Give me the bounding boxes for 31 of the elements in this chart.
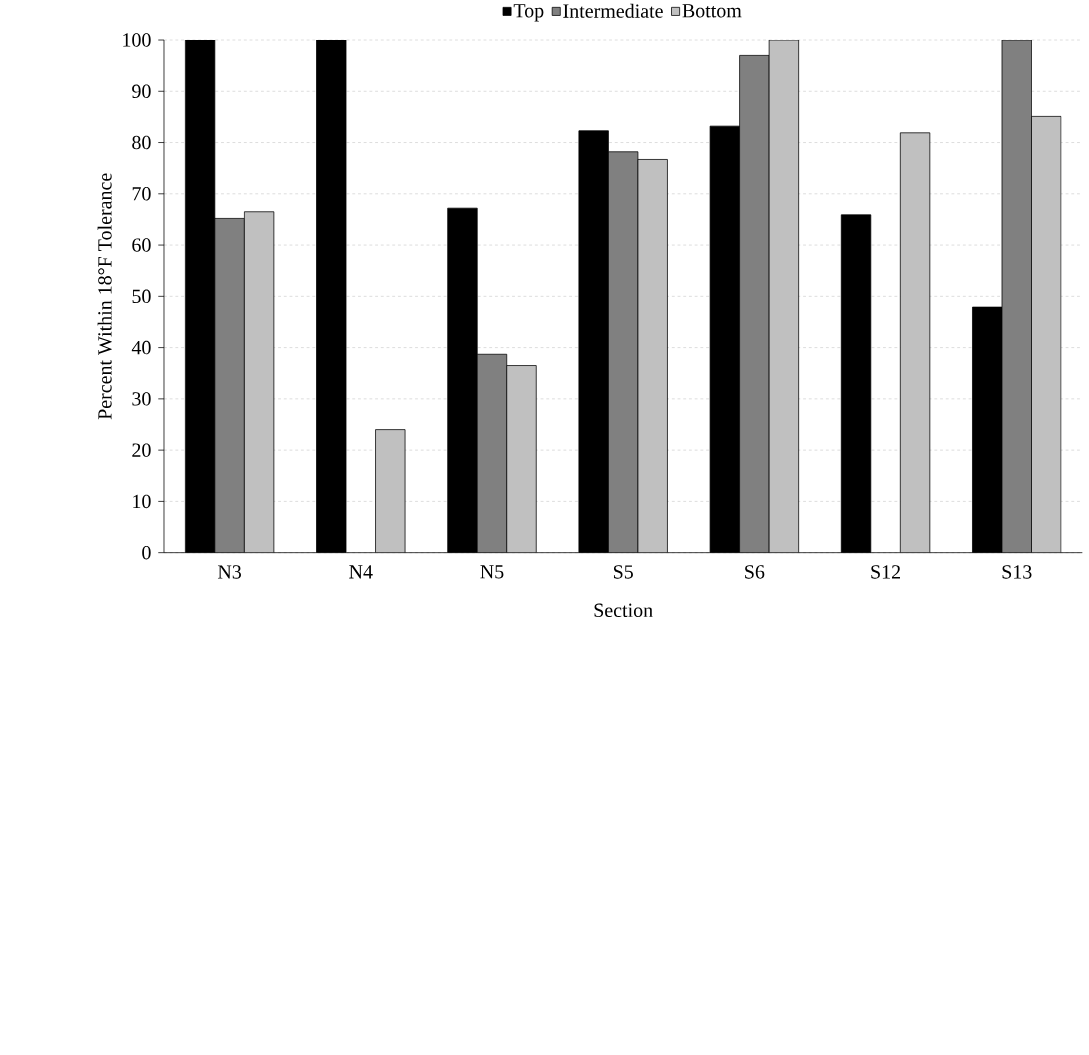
x-tick-label: S13 bbox=[1002, 565, 1032, 579]
legend-label: Bottom bbox=[682, 4, 742, 18]
bar bbox=[899, 132, 931, 553]
y-axis-title: Percent Within 18°F Tolerance bbox=[97, 173, 112, 420]
bar bbox=[1001, 40, 1032, 553]
bar bbox=[375, 429, 406, 553]
x-tick-label: N5 bbox=[480, 565, 504, 579]
y-tick-label: 40 bbox=[131, 340, 151, 355]
y-tick-label: 0 bbox=[142, 545, 151, 560]
y-tick-label: 60 bbox=[132, 238, 151, 252]
y-tick-label: 30 bbox=[132, 392, 151, 406]
x-tick-label: N3 bbox=[217, 565, 242, 579]
y-tick-label: 80 bbox=[132, 135, 151, 150]
y-tick-label: 100 bbox=[123, 33, 151, 47]
y-tick-label: 90 bbox=[132, 84, 151, 98]
y-tick-label: 20 bbox=[132, 443, 151, 457]
x-tick-label: S5 bbox=[613, 565, 633, 579]
bar bbox=[608, 151, 638, 553]
bar bbox=[214, 218, 245, 553]
y-tick-label: 10 bbox=[133, 494, 151, 509]
x-tick-label: S6 bbox=[745, 565, 765, 579]
x-tick-label: N4 bbox=[349, 565, 373, 579]
x-axis-title: Section bbox=[594, 603, 653, 618]
y-tick-label: 70 bbox=[132, 187, 151, 201]
y-tick-label: 50 bbox=[132, 289, 151, 304]
x-tick-label: S12 bbox=[871, 565, 900, 579]
bar bbox=[739, 55, 770, 553]
bar bbox=[1031, 116, 1062, 553]
bar bbox=[477, 354, 507, 553]
legend-label: Intermediate bbox=[563, 3, 663, 18]
legend-label: Top bbox=[513, 4, 544, 22]
